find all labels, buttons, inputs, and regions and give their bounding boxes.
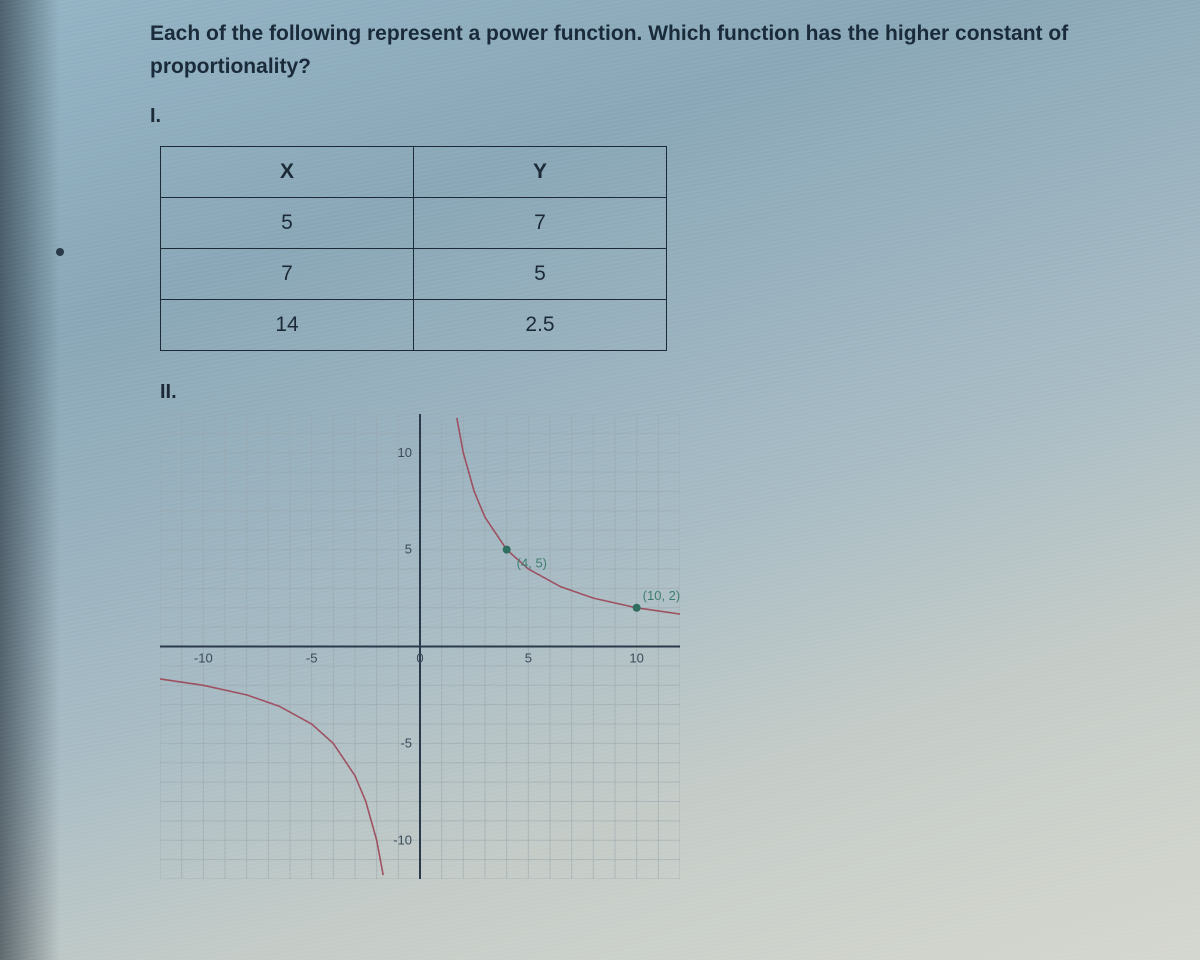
question-block: Each of the following represent a power … [150,18,1180,879]
list-bullet [56,248,64,256]
table-row: 7 5 [161,249,667,300]
table-cell: 14 [161,300,414,351]
table-cell: 7 [161,249,414,300]
table-cell: 5 [414,249,667,300]
svg-text:(10, 2): (10, 2) [643,588,680,603]
table-cell: 2.5 [414,300,667,351]
svg-text:10: 10 [629,651,643,666]
left-vignette [0,0,60,960]
svg-text:5: 5 [405,542,412,557]
svg-text:-5: -5 [306,651,318,666]
chart-curve-positive [457,418,680,614]
table-cell: 5 [161,198,414,249]
chart-axes [160,414,680,879]
svg-text:-10: -10 [194,651,213,666]
data-table: X Y 5 7 7 5 14 2.5 [160,146,667,351]
table-cell: 7 [414,198,667,249]
svg-text:-10: -10 [393,832,412,847]
part-ii-label: II. [160,381,1180,404]
chart-svg: -10 -5 0 5 10 -10 -5 5 10 (4, 5) (10, 2) [160,414,680,879]
table-header-y: Y [414,147,667,198]
part-i-label: I. [150,105,1180,128]
chart-points: (4, 5) (10, 2) [503,546,680,612]
table-row: 5 7 [161,198,667,249]
table-header-x: X [161,147,414,198]
svg-text:5: 5 [525,651,532,666]
chart: -10 -5 0 5 10 -10 -5 5 10 (4, 5) (10, 2) [160,414,680,879]
svg-text:(4, 5): (4, 5) [517,556,547,571]
question-text: Each of the following represent a power … [150,18,1130,83]
svg-text:10: 10 [398,445,412,460]
svg-text:-5: -5 [400,735,412,750]
chart-curve-negative [160,679,383,875]
table-header-row: X Y [161,147,667,198]
table-row: 14 2.5 [161,300,667,351]
svg-text:0: 0 [416,651,423,666]
